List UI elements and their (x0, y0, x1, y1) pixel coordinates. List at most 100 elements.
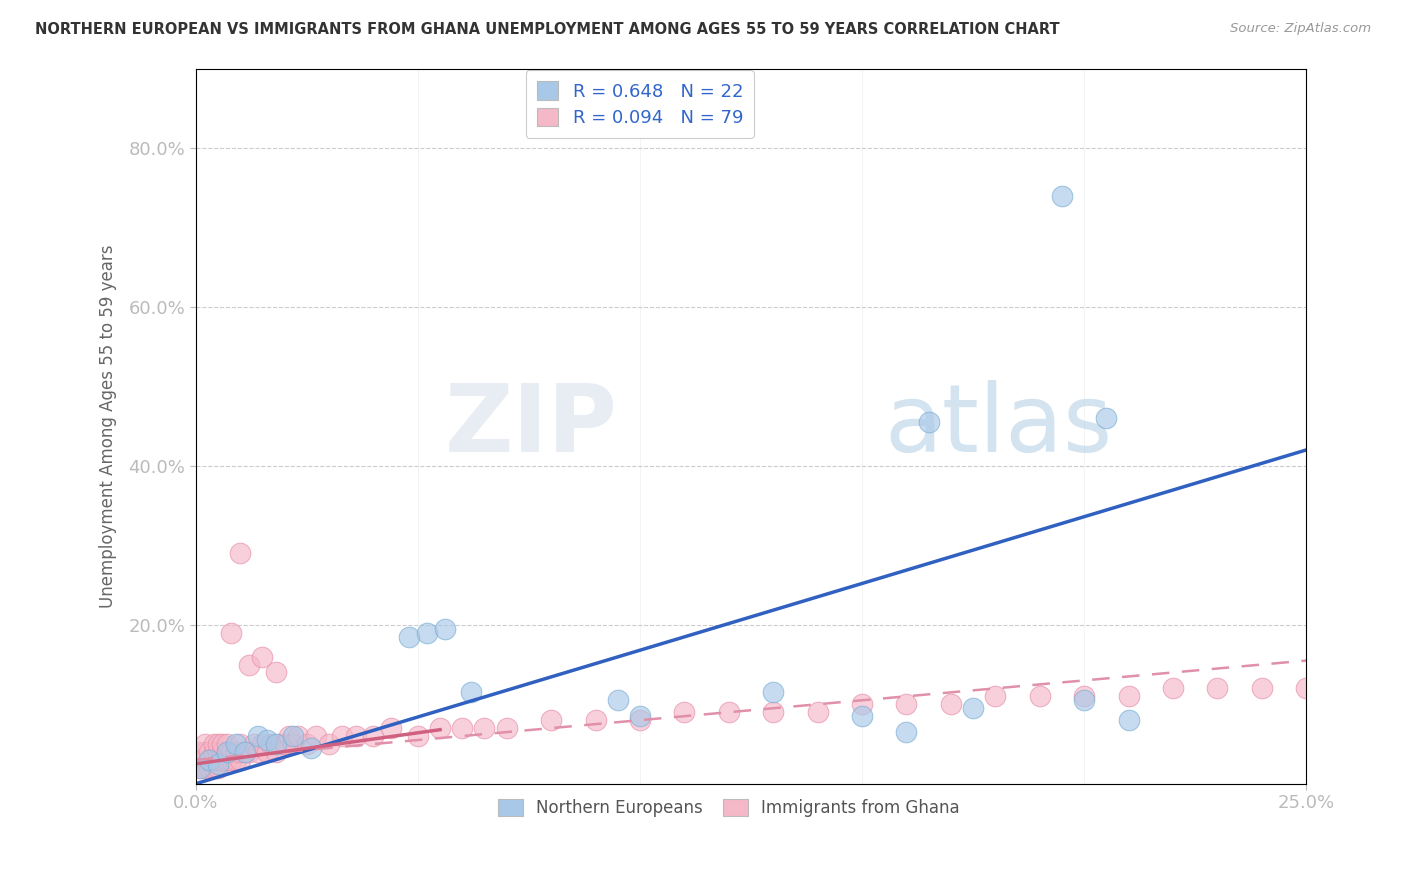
Point (229, 737, 252, 751)
Point (295, 737, 318, 751)
Point (283, 737, 305, 751)
Point (851, 698, 873, 712)
Point (762, 705, 785, 719)
Point (1250, 681, 1272, 696)
Point (896, 725, 918, 739)
Point (628, 709, 651, 723)
Text: atlas: atlas (884, 380, 1112, 472)
Point (233, 745, 256, 759)
Point (264, 665, 287, 680)
Point (188, 753, 211, 767)
Point (380, 721, 402, 735)
Point (211, 753, 233, 767)
Point (194, 753, 217, 767)
Point (429, 721, 451, 735)
Point (283, 729, 305, 743)
Point (188, 761, 211, 775)
Point (363, 729, 385, 743)
Point (198, 761, 221, 775)
Point (194, 761, 217, 775)
Point (215, 745, 238, 759)
Legend: Northern Europeans, Immigrants from Ghana: Northern Europeans, Immigrants from Ghan… (489, 790, 969, 825)
Point (207, 745, 229, 759)
Point (540, 713, 562, 727)
Point (1206, 681, 1229, 696)
Point (194, 737, 217, 751)
Text: Source: ZipAtlas.com: Source: ZipAtlas.com (1230, 22, 1371, 36)
Point (287, 729, 309, 743)
Point (807, 705, 830, 719)
Point (225, 737, 247, 751)
Point (460, 685, 482, 699)
Point (252, 649, 274, 664)
Point (198, 753, 221, 767)
Point (762, 685, 785, 699)
Point (229, 753, 252, 767)
Point (242, 737, 264, 751)
Point (215, 753, 238, 767)
Point (398, 630, 420, 644)
Point (202, 761, 225, 775)
Point (416, 625, 439, 640)
Point (628, 713, 651, 727)
Point (233, 745, 256, 759)
Point (896, 698, 918, 712)
Point (207, 756, 229, 771)
Point (851, 709, 873, 723)
Point (330, 729, 353, 743)
Point (256, 733, 278, 747)
Point (1095, 411, 1118, 425)
Point (433, 622, 456, 636)
Point (606, 693, 628, 707)
Point (229, 745, 252, 759)
Point (188, 745, 211, 759)
Point (962, 701, 984, 715)
Point (246, 745, 269, 759)
Point (198, 745, 221, 759)
Point (269, 737, 291, 751)
Point (202, 753, 225, 767)
Point (225, 745, 247, 759)
Point (256, 745, 278, 759)
Point (474, 721, 496, 735)
Point (406, 729, 429, 743)
Point (211, 737, 233, 751)
Point (188, 761, 211, 775)
Point (1028, 690, 1050, 704)
Text: NORTHERN EUROPEAN VS IMMIGRANTS FROM GHANA UNEMPLOYMENT AMONG AGES 55 TO 59 YEAR: NORTHERN EUROPEAN VS IMMIGRANTS FROM GHA… (35, 22, 1060, 37)
Point (238, 745, 260, 759)
Point (1118, 713, 1140, 727)
Point (246, 729, 269, 743)
Point (221, 625, 243, 640)
Point (264, 745, 287, 759)
Point (229, 546, 252, 560)
Point (344, 729, 367, 743)
Point (1118, 690, 1140, 704)
Point (215, 745, 238, 759)
Point (495, 721, 517, 735)
Point (207, 753, 229, 767)
Point (215, 737, 238, 751)
Point (984, 690, 1007, 704)
Point (278, 729, 301, 743)
Text: ZIP: ZIP (444, 380, 617, 472)
Point (318, 737, 340, 751)
Point (1050, 188, 1073, 202)
Point (305, 729, 328, 743)
Point (207, 737, 229, 751)
Point (1295, 681, 1317, 696)
Point (202, 737, 225, 751)
Point (1161, 681, 1184, 696)
Point (917, 415, 939, 429)
Point (673, 705, 696, 719)
Y-axis label: Unemployment Among Ages 55 to 59 years: Unemployment Among Ages 55 to 59 years (100, 244, 117, 607)
Point (585, 713, 607, 727)
Point (202, 745, 225, 759)
Point (299, 741, 322, 756)
Point (252, 737, 274, 751)
Point (221, 745, 243, 759)
Point (198, 753, 221, 767)
Point (221, 753, 243, 767)
Point (238, 657, 260, 672)
Point (211, 745, 233, 759)
